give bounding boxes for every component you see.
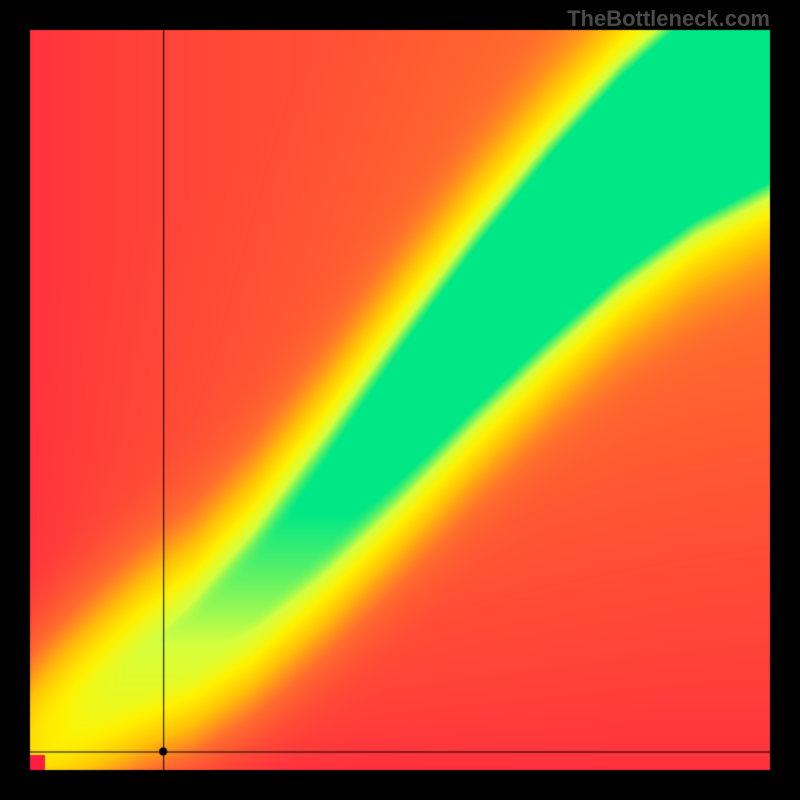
chart-container: TheBottleneck.com: [0, 0, 800, 800]
watermark-text: TheBottleneck.com: [567, 6, 770, 32]
bottleneck-heatmap: [0, 0, 800, 800]
